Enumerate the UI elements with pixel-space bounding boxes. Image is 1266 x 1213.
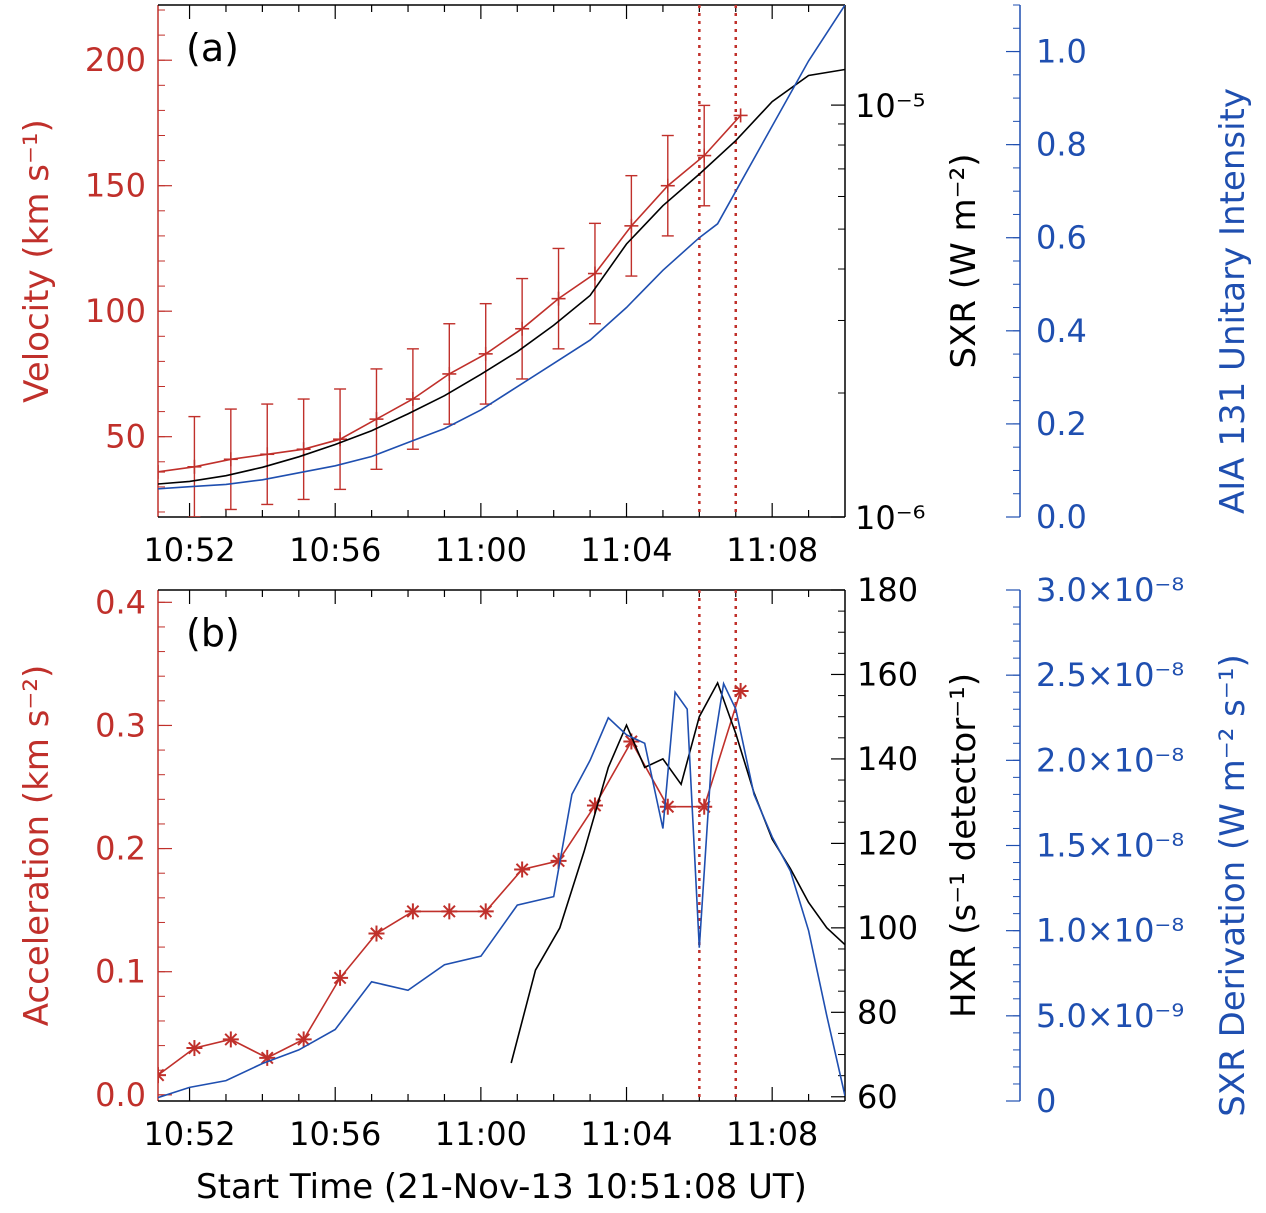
left-tick-label: 0.3: [95, 706, 146, 744]
asterisk-marker: [297, 1033, 311, 1046]
asterisk-marker: [442, 905, 456, 918]
x-tick-label: 10:52: [143, 1115, 235, 1153]
right2-tick-label: 1.5×10⁻⁸: [1036, 827, 1184, 865]
right2-tick-label: 2.5×10⁻⁸: [1036, 656, 1184, 694]
right1-tick-label: 10⁻⁵: [855, 87, 925, 125]
right1-tick-label: 120: [857, 824, 918, 862]
right1-tick-label: 160: [857, 655, 918, 693]
right2-tick-label: 2.0×10⁻⁸: [1036, 741, 1184, 779]
right1-tick-label: 180: [857, 571, 918, 609]
right2-tick-label: 0.4: [1036, 312, 1087, 350]
asterisk-marker: [515, 863, 529, 876]
left-axis-title: Acceleration (km s⁻²): [17, 665, 57, 1027]
right1-axis-title: SXR (W m⁻²): [944, 154, 984, 369]
asterisk-marker: [734, 684, 747, 698]
right2-tick-label: 0.0: [1036, 498, 1087, 536]
left-axis-title: Velocity (km s⁻¹): [17, 119, 57, 403]
asterisk-marker: [625, 735, 638, 748]
series-line-1: [158, 68, 845, 485]
x-tick-label: 10:52: [143, 531, 235, 569]
series-line-1: [510, 680, 845, 1064]
panel-label: (a): [186, 26, 239, 70]
x-tick-label: 10:56: [289, 1115, 381, 1153]
asterisk-marker: [158, 1068, 165, 1077]
right2-axis-title: AIA 131 Unitary Intensity: [1213, 88, 1253, 514]
right2-tick-label: 0.6: [1036, 219, 1087, 257]
plot-area: [158, 680, 845, 1099]
x-axis-title: Start Time (21-Nov-13 10:51:08 UT): [196, 1167, 807, 1207]
asterisk-marker: [479, 905, 493, 918]
left-tick-label: 0.1: [95, 953, 146, 991]
left-tick-label: 100: [85, 292, 146, 330]
asterisk-marker: [333, 971, 347, 985]
x-tick-label: 11:04: [580, 1115, 672, 1153]
right1-tick-label: 100: [857, 909, 918, 947]
asterisk-marker: [370, 927, 383, 940]
left-tick-label: 0.4: [95, 583, 146, 621]
right1-tick-label: 10⁻⁶: [855, 499, 925, 537]
x-tick-label: 11:08: [726, 531, 818, 569]
series-line-2: [158, 5, 845, 490]
x-tick-label: 11:04: [580, 531, 672, 569]
x-tick-label: 10:56: [289, 531, 381, 569]
panel-a: 10:52 10:56 11:00 11:04 11:08 50 100 150 200 10⁻⁶…: [17, 4, 1253, 569]
right1-tick-label: 80: [857, 993, 898, 1031]
right2-tick-label: 0: [1036, 1082, 1056, 1120]
asterisk-marker: [158, 1073, 165, 1082]
right1-axis-title: HXR (s⁻¹ detector⁻¹): [944, 673, 984, 1018]
asterisk-marker: [224, 1033, 238, 1046]
left-tick-label: 150: [85, 167, 146, 205]
panel-label: (b): [186, 611, 240, 655]
x-tick-label: 11:00: [435, 531, 527, 569]
right1-tick-label: 140: [857, 740, 918, 778]
asterisk-marker: [406, 905, 420, 918]
asterisk-marker: [260, 1051, 274, 1065]
left-tick-label: 0.0: [95, 1076, 146, 1114]
right2-tick-label: 1.0: [1036, 33, 1087, 71]
left-tick-label: 200: [85, 41, 146, 79]
left-tick-label: 50: [105, 418, 146, 456]
x-tick-label: 11:00: [435, 1115, 527, 1153]
right2-tick-label: 0.8: [1036, 126, 1087, 164]
panel-b: 10:52 10:56 11:00 11:04 11:08 0.0 0.1 0.2 0.3 0.4…: [17, 571, 1253, 1207]
asterisk-marker: [188, 1041, 201, 1055]
right2-axis-title: SXR Derivation (W m⁻² s⁻¹): [1213, 654, 1253, 1116]
right2-tick-label: 0.2: [1036, 405, 1087, 443]
right2-tick-label: 1.0×10⁻⁸: [1036, 912, 1184, 950]
series-line-0: [158, 690, 742, 1076]
x-tick-label: 11:08: [726, 1115, 818, 1153]
series-line-2: [158, 681, 845, 1099]
plot-area: [158, 5, 845, 517]
right2-tick-label: 5.0×10⁻⁹: [1036, 997, 1184, 1035]
left-tick-label: 0.2: [95, 830, 146, 868]
asterisk-marker: [552, 854, 565, 868]
right1-tick-label: 60: [857, 1078, 898, 1116]
right2-tick-label: 3.0×10⁻⁸: [1036, 571, 1184, 609]
